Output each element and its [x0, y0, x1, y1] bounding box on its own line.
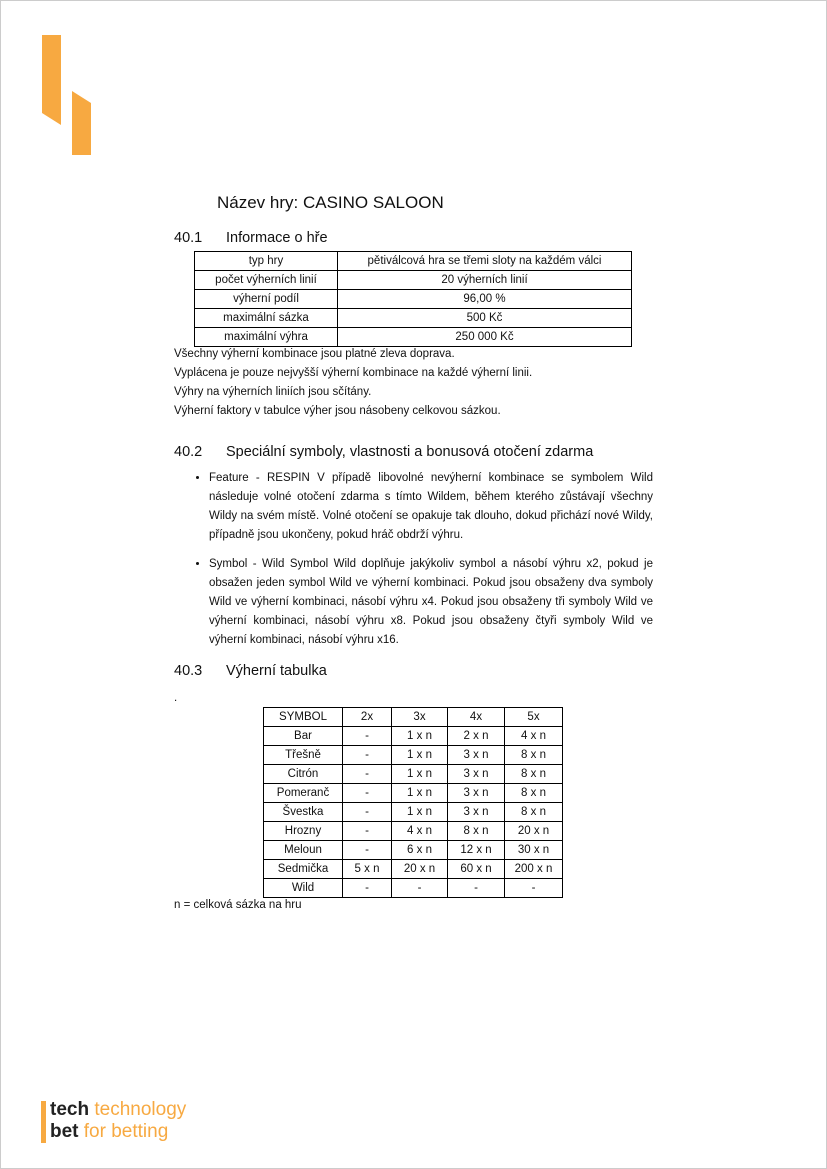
section-heading-40-2: 40.2 Speciální symboly, vlastnosti a bonu…: [174, 444, 594, 460]
table-cell: 3 x n: [447, 745, 505, 765]
table-cell: Třešně: [263, 745, 343, 765]
table-cell: -: [342, 783, 392, 803]
table-row: Wild - - - -: [263, 878, 563, 898]
table-cell: -: [342, 878, 392, 898]
table-cell: 5 x n: [342, 859, 392, 879]
table-cell: 3x: [391, 707, 448, 727]
table-cell: 3 x n: [447, 764, 505, 784]
note: Všechny výherní kombinace jsou platné zl…: [174, 348, 455, 360]
table-cell: 8 x n: [447, 821, 505, 841]
table-cell: 200 x n: [504, 859, 563, 879]
table-cell: 4x: [447, 707, 505, 727]
table-cell: 12 x n: [447, 840, 505, 860]
stray-dot: .: [174, 692, 178, 704]
footnote: n = celková sázka na hru: [174, 899, 302, 911]
table-cell: 1 x n: [391, 783, 448, 803]
table-cell: 20 x n: [504, 821, 563, 841]
table-cell: 96,00 %: [337, 289, 632, 309]
table-cell: 6 x n: [391, 840, 448, 860]
table-cell: 1 x n: [391, 726, 448, 746]
table-cell: 8 x n: [504, 745, 563, 765]
game-info-table: typ hry pětiválcová hra se třemi sloty na…: [194, 251, 632, 347]
table-cell: Citrón: [263, 764, 343, 784]
table-cell: 4 x n: [391, 821, 448, 841]
table-cell: -: [447, 878, 505, 898]
table-row: počet výherních linií 20 výherních linií: [194, 270, 632, 290]
table-cell: -: [391, 878, 448, 898]
table-cell: 4 x n: [504, 726, 563, 746]
table-cell: Wild: [263, 878, 343, 898]
page-title: Název hry: CASINO SALOON: [217, 193, 444, 212]
table-row: Sedmička 5 x n 20 x n 60 x n 200 x n: [263, 859, 563, 879]
table-cell: 1 x n: [391, 764, 448, 784]
table-cell: 1 x n: [391, 802, 448, 822]
table-row: maximální sázka 500 Kč: [194, 308, 632, 328]
table-cell: 20 výherních linií: [337, 270, 632, 290]
table-cell: Hrozny: [263, 821, 343, 841]
table-cell: maximální sázka: [194, 308, 338, 328]
section-heading-40-1: 40.1 Informace o hře: [174, 230, 328, 246]
note: Výhry na výherních liniích jsou sčítány.: [174, 386, 372, 398]
table-cell: maximální výhra: [194, 327, 338, 347]
table-cell: počet výherních linií: [194, 270, 338, 290]
brand-mark-icon: [42, 35, 91, 155]
section-heading-40-3: 40.3 Výherní tabulka: [174, 663, 327, 679]
table-cell: typ hry: [194, 251, 338, 271]
feature-wild: Symbol - Wild Symbol Wild doplňuje jakýk…: [209, 555, 653, 650]
note: Výherní faktory v tabulce výher jsou nás…: [174, 405, 501, 417]
feature-list: Feature - RESPIN V případě libovolné nev…: [193, 469, 653, 660]
table-cell: 8 x n: [504, 764, 563, 784]
table-cell: 8 x n: [504, 802, 563, 822]
table-cell: SYMBOL: [263, 707, 343, 727]
table-cell: -: [342, 726, 392, 746]
table-cell: Sedmička: [263, 859, 343, 879]
table-cell: -: [342, 840, 392, 860]
table-row: Meloun -6 x n 12 x n 30 x n: [263, 840, 563, 860]
techbet-logo: tech technology bet for betting: [41, 1099, 186, 1143]
table-cell: -: [342, 764, 392, 784]
table-cell: -: [504, 878, 563, 898]
table-cell: 5x: [504, 707, 563, 727]
table-cell: Švestka: [263, 802, 343, 822]
table-cell: 2 x n: [447, 726, 505, 746]
feature-respin: Feature - RESPIN V případě libovolné nev…: [209, 469, 653, 545]
table-cell: Pomeranč: [263, 783, 343, 803]
table-cell: Bar: [263, 726, 343, 746]
logo-bar-icon: [41, 1101, 46, 1143]
table-cell: pětiválcová hra se třemi sloty na každém…: [337, 251, 632, 271]
table-cell: -: [342, 745, 392, 765]
table-cell: 1 x n: [391, 745, 448, 765]
note: Vyplácena je pouze nejvyšší výherní komb…: [174, 367, 533, 379]
table-cell: výherní podíl: [194, 289, 338, 309]
table-cell: 3 x n: [447, 783, 505, 803]
table-row: výherní podíl 96,00 %: [194, 289, 632, 309]
table-cell: 3 x n: [447, 802, 505, 822]
table-cell: -: [342, 802, 392, 822]
table-cell: -: [342, 821, 392, 841]
table-row: maximální výhra 250 000 Kč: [194, 327, 632, 347]
table-cell: 60 x n: [447, 859, 505, 879]
table-cell: 2x: [342, 707, 392, 727]
table-row: SYMBOL 2x 3x 4x 5x: [263, 707, 563, 727]
info-notes: Všechny výherní kombinace jsou platné zl…: [174, 345, 532, 421]
table-cell: 500 Kč: [337, 308, 632, 328]
table-cell: Meloun: [263, 840, 343, 860]
table-cell: 20 x n: [391, 859, 448, 879]
table-cell: 30 x n: [504, 840, 563, 860]
table-cell: 8 x n: [504, 783, 563, 803]
table-cell: 250 000 Kč: [337, 327, 632, 347]
table-row: typ hry pětiválcová hra se třemi sloty na…: [194, 251, 632, 271]
